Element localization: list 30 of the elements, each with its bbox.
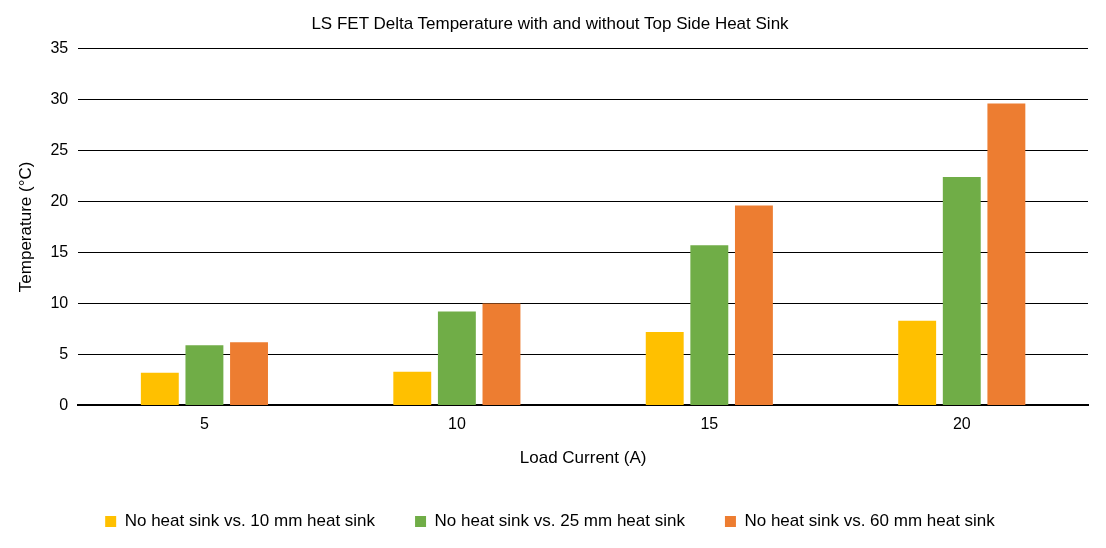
- x-tick-label: 15: [700, 415, 719, 433]
- x-tick-label: 20: [952, 415, 971, 433]
- y-tick-label: 15: [50, 242, 69, 260]
- x-tick-label: 10: [447, 415, 466, 433]
- bar: [185, 345, 224, 405]
- bar: [645, 331, 684, 405]
- y-tick-label: 0: [59, 395, 69, 413]
- bar: [734, 205, 773, 405]
- x-axis-title: Load Current (A): [519, 448, 647, 468]
- y-tick-label: 30: [50, 89, 69, 107]
- y-axis-title: Temperature (°C): [15, 161, 35, 293]
- bar: [140, 372, 179, 405]
- y-tick-label: 25: [50, 140, 69, 158]
- bar: [437, 311, 476, 405]
- legend-label: No heat sink vs. 10 mm heat sink: [124, 511, 376, 531]
- y-tick-label: 20: [50, 191, 69, 209]
- y-tick-label: 35: [50, 38, 69, 56]
- bar: [482, 303, 521, 405]
- bar: [690, 245, 729, 405]
- bar: [987, 103, 1026, 405]
- legend-label: No heat sink vs. 25 mm heat sink: [434, 511, 686, 531]
- chart-title: LS FET Delta Temperature with and without Top Side Heat Sink: [311, 13, 790, 33]
- x-tick-label: 5: [199, 415, 209, 433]
- bar: [942, 176, 981, 405]
- bar: [230, 342, 268, 405]
- legend-label: No heat sink vs. 60 mm heat sink: [744, 511, 996, 531]
- bar: [393, 371, 432, 405]
- bar: [898, 320, 937, 405]
- y-tick-label: 5: [59, 344, 69, 362]
- y-tick-label: 10: [50, 293, 69, 311]
